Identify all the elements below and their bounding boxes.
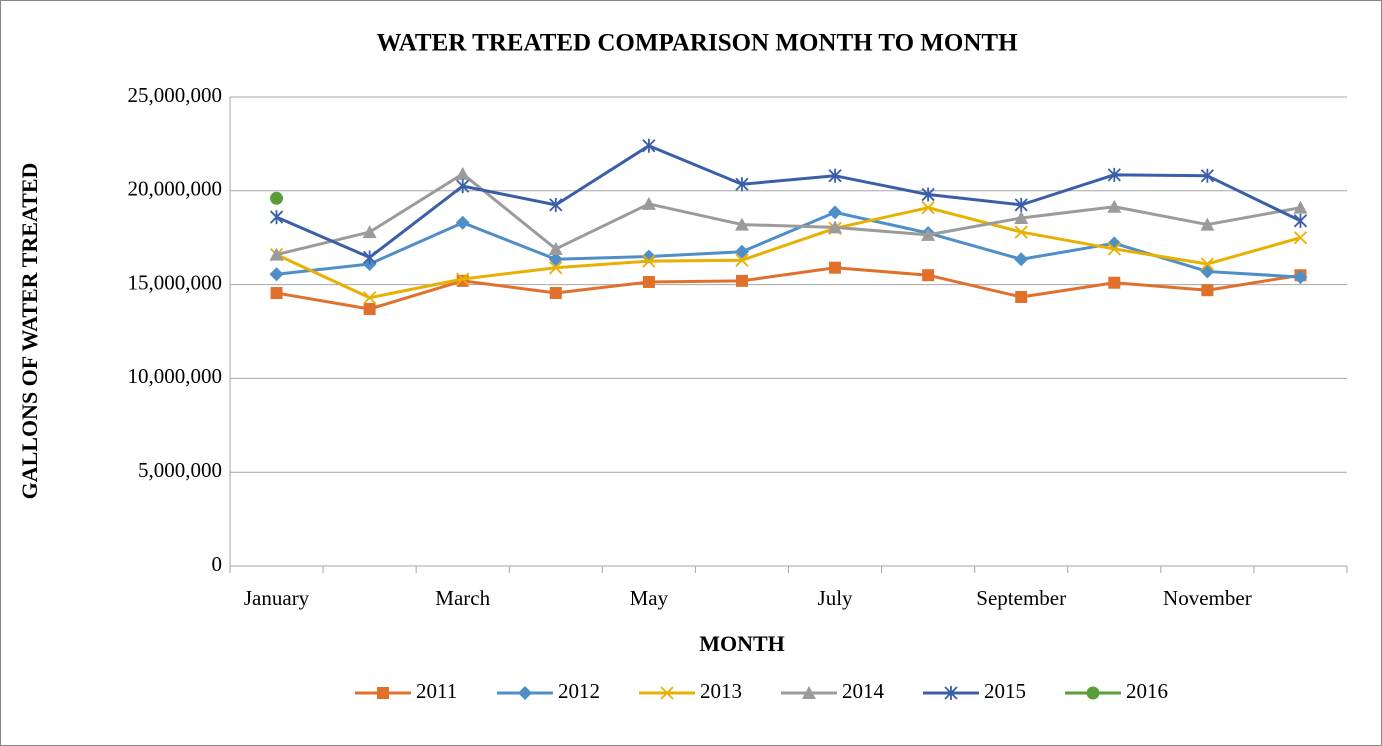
x-tick-label: March: [435, 586, 490, 610]
x-tick-label: May: [630, 586, 669, 610]
marker: [642, 275, 655, 288]
marker: [518, 686, 532, 700]
chart-title: WATER TREATED COMPARISON MONTH TO MONTH: [376, 30, 1018, 57]
marker: [456, 272, 470, 286]
marker: [548, 241, 563, 255]
marker: [735, 177, 749, 192]
series-line: [275, 206, 1301, 300]
marker: [922, 269, 935, 282]
series-line: [276, 266, 1301, 311]
marker: [549, 287, 562, 300]
marker: [735, 274, 748, 287]
legend-item: 2011: [355, 679, 457, 703]
y-tick-label: 20,000,000: [128, 177, 223, 201]
marker: [642, 254, 656, 268]
marker: [1200, 168, 1215, 183]
marker: [1200, 217, 1215, 231]
marker: [1107, 167, 1121, 182]
marker: [363, 302, 376, 315]
marker: [1293, 213, 1308, 228]
marker: [1108, 276, 1121, 289]
y-tick-label: 0: [212, 552, 223, 576]
marker: [921, 201, 935, 215]
x-tick-label: July: [818, 586, 854, 610]
marker: [735, 253, 749, 267]
x-tick-label: November: [1163, 586, 1252, 610]
marker: [549, 197, 563, 212]
marker: [921, 187, 935, 202]
marker: [828, 205, 843, 220]
marker: [362, 250, 377, 265]
marker: [1014, 211, 1029, 225]
marker: [549, 261, 563, 275]
marker: [734, 244, 749, 259]
marker: [1293, 270, 1308, 285]
marker: [1014, 197, 1028, 212]
legend-item: 2013: [639, 679, 742, 703]
marker: [362, 225, 377, 239]
marker: [456, 179, 470, 194]
y-tick-label: 10,000,000: [128, 364, 223, 388]
marker: [828, 220, 843, 234]
marker: [1107, 199, 1122, 213]
marker: [362, 291, 377, 305]
legend-item: 2014: [781, 679, 885, 703]
x-tick-label: September: [976, 586, 1066, 610]
series-line: [276, 172, 1301, 257]
legend-label: 2014: [842, 679, 885, 703]
marker: [455, 215, 470, 230]
marker: [270, 287, 283, 300]
legend-item: 2012: [497, 679, 600, 703]
marker: [1201, 284, 1214, 297]
marker: [269, 267, 284, 282]
legend-label: 2012: [558, 679, 600, 703]
marker: [1293, 231, 1308, 245]
series-line: [275, 144, 1302, 259]
marker: [1293, 200, 1308, 214]
marker: [921, 227, 936, 241]
marker: [1200, 257, 1215, 271]
legend-item: 2015: [923, 679, 1026, 703]
y-tick-label: 5,000,000: [138, 458, 222, 482]
marker: [734, 217, 749, 231]
marker: [548, 252, 563, 267]
legend-label: 2015: [984, 679, 1026, 703]
legend-label: 2011: [416, 679, 457, 703]
marker: [269, 210, 284, 225]
legend-label: 2013: [700, 679, 742, 703]
x-axis-title: MONTH: [699, 631, 785, 656]
marker: [269, 247, 284, 261]
marker: [828, 168, 842, 183]
marker: [944, 686, 958, 700]
legend-item: 2016: [1065, 679, 1168, 703]
marker: [1107, 242, 1121, 256]
marker: [1086, 686, 1100, 700]
y-tick-label: 15,000,000: [128, 270, 223, 294]
marker: [1014, 225, 1028, 239]
marker: [1015, 290, 1028, 303]
y-axis-title: GALLONS OF WATER TREATED: [17, 163, 42, 500]
marker: [455, 166, 470, 180]
marker: [642, 138, 656, 153]
marker: [270, 191, 284, 205]
marker: [829, 261, 842, 274]
marker: [660, 686, 674, 700]
y-tick-label: 25,000,000: [128, 83, 223, 107]
series-line: [276, 210, 1301, 279]
legend-label: 2016: [1126, 679, 1168, 703]
marker: [802, 686, 816, 699]
x-tick-label: January: [244, 586, 310, 610]
marker: [641, 196, 656, 210]
marker: [1014, 252, 1029, 267]
marker: [377, 687, 389, 699]
